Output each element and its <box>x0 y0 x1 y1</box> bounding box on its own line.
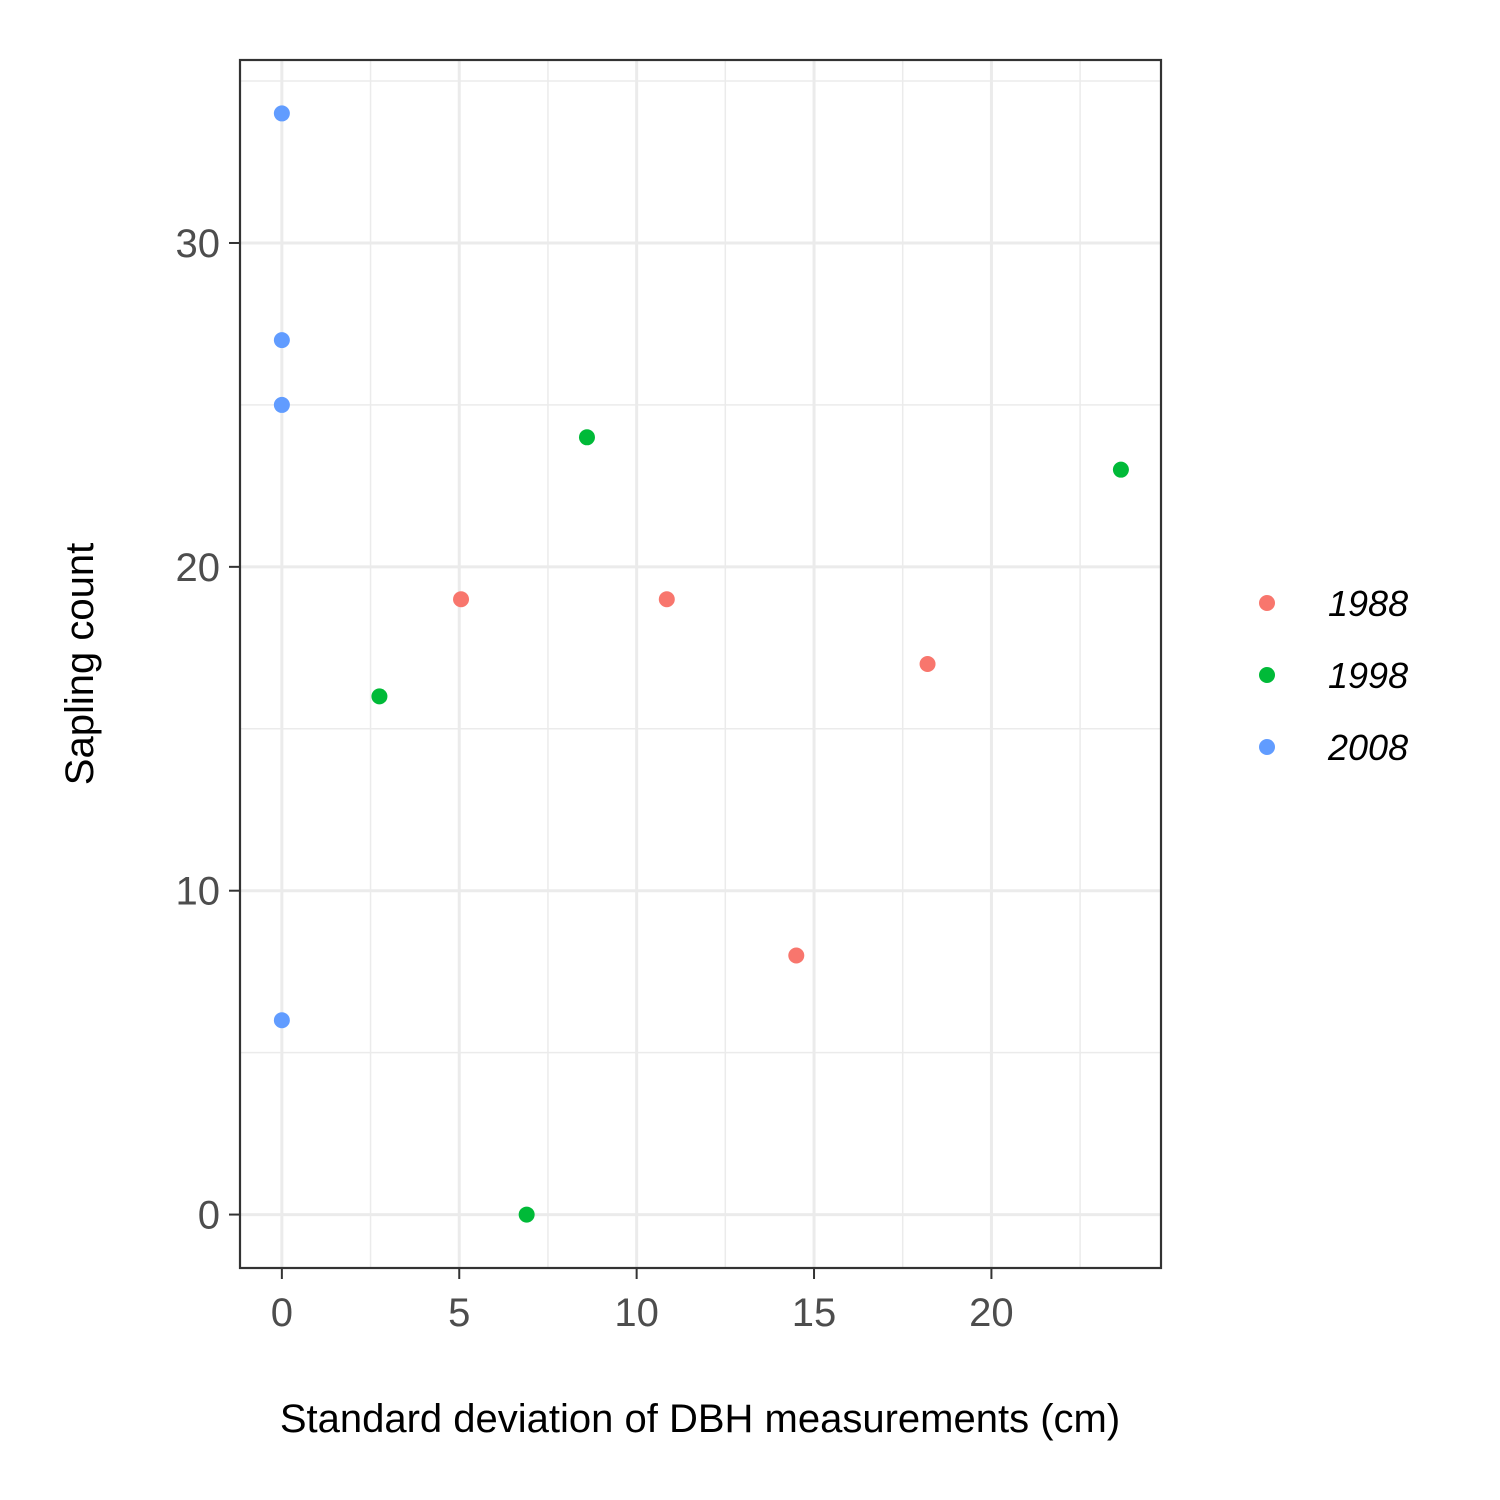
point-2008 <box>273 1012 290 1029</box>
x-tick-label: 5 <box>448 1291 470 1335</box>
plot-panel-border <box>238 58 1163 1270</box>
legend: 1988 1998 2008 <box>1259 583 1408 768</box>
y-axis-title: Sapling count <box>58 543 102 785</box>
x-tick-label: 10 <box>614 1291 659 1335</box>
y-tick-label: 10 <box>176 870 221 914</box>
y-tick-label: 20 <box>176 546 221 590</box>
grid-lines <box>240 60 1161 1268</box>
legend-key-1988 <box>1259 595 1275 611</box>
x-axis-title: Standard deviation of DBH measurements (… <box>280 1397 1120 1441</box>
point-1998 <box>518 1206 535 1223</box>
legend-label-1988: 1988 <box>1328 583 1408 624</box>
point-2008 <box>273 396 290 413</box>
y-axis: 0 10 20 30 <box>176 222 240 1238</box>
data-points <box>273 105 1129 1223</box>
legend-label-2008: 2008 <box>1327 727 1408 768</box>
point-1988 <box>453 591 470 608</box>
y-tick-label: 0 <box>198 1194 220 1238</box>
x-tick-label: 15 <box>792 1291 837 1335</box>
point-1988 <box>658 591 675 608</box>
point-1988 <box>919 656 936 672</box>
point-1998 <box>578 429 595 446</box>
point-2008 <box>273 105 290 122</box>
point-1998 <box>1112 461 1129 478</box>
point-2008 <box>273 332 290 349</box>
point-1988 <box>788 947 805 964</box>
x-tick-label: 20 <box>969 1291 1014 1335</box>
legend-key-1998 <box>1259 667 1275 683</box>
x-axis: 0 5 10 15 20 <box>271 1268 1014 1335</box>
x-tick-label: 0 <box>271 1291 293 1335</box>
legend-label-1998: 1998 <box>1328 655 1408 696</box>
legend-key-2008 <box>1259 739 1275 755</box>
point-1998 <box>371 688 388 705</box>
y-tick-label: 30 <box>176 222 221 266</box>
